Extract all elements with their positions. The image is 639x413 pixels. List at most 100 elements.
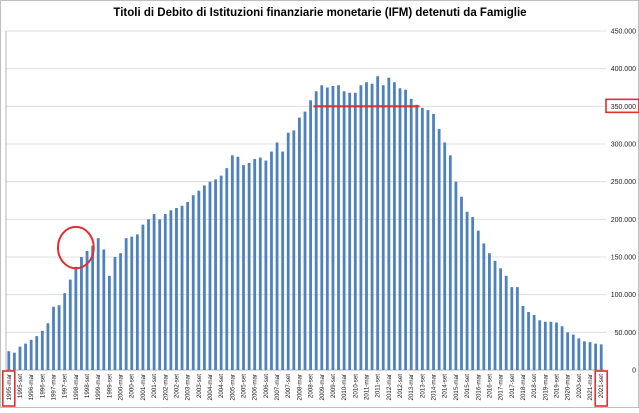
bar xyxy=(515,287,519,370)
bar xyxy=(420,107,424,370)
x-tick-label: 2017-mar xyxy=(498,374,505,400)
x-tick-label: 2021-mar xyxy=(587,374,594,400)
bar xyxy=(331,85,335,370)
bar xyxy=(46,323,50,370)
bar xyxy=(538,320,542,370)
bar xyxy=(35,336,39,370)
bar xyxy=(230,155,234,370)
chart-title: Titoli di Debito di Istituzioni finanzia… xyxy=(113,7,526,19)
bar xyxy=(286,132,290,370)
bar xyxy=(398,88,402,371)
y-tick-label: 300.000 xyxy=(611,142,636,149)
bar xyxy=(80,257,83,370)
bar xyxy=(7,351,11,370)
y-tick-label: 50.000 xyxy=(615,330,637,337)
bar xyxy=(303,111,307,371)
x-tick-label: 2007-mar xyxy=(274,374,281,400)
x-tick-label: 2008-mar xyxy=(296,374,303,400)
bar xyxy=(532,315,536,370)
x-tick-label: 2011-mar xyxy=(363,374,370,400)
bar xyxy=(175,208,178,370)
bar xyxy=(63,293,67,370)
bar xyxy=(314,91,318,371)
bar xyxy=(437,128,441,370)
bar xyxy=(119,253,122,370)
bar xyxy=(163,214,167,370)
bar xyxy=(309,100,312,370)
x-tick-label: 2018-set xyxy=(531,374,538,398)
annotation-ytick-box xyxy=(605,98,639,114)
x-tick-label: 2008-set xyxy=(308,374,315,398)
x-tick-label: 1998-mar xyxy=(73,374,80,400)
x-tick-label: 2015-set xyxy=(464,374,471,398)
bar xyxy=(549,321,553,370)
bar xyxy=(376,76,380,370)
bar xyxy=(460,196,463,370)
bar xyxy=(74,266,78,370)
bar xyxy=(68,279,72,370)
x-tick-label: 2014-mar xyxy=(431,374,438,400)
bar xyxy=(448,155,452,370)
bar xyxy=(337,85,340,371)
bar xyxy=(242,165,245,370)
y-tick-label: 0 xyxy=(632,368,636,375)
x-tick-label: 2013-set xyxy=(419,374,426,398)
bar xyxy=(113,257,117,370)
x-tick-label: 2021-set xyxy=(598,374,605,398)
bar xyxy=(180,205,184,370)
bar xyxy=(415,104,419,371)
bar xyxy=(214,179,217,370)
x-tick-label: 2015-mar xyxy=(453,374,460,400)
bar xyxy=(325,87,329,370)
bar xyxy=(292,130,296,370)
bar xyxy=(370,83,374,370)
x-tick-label: 2006-set xyxy=(263,374,270,398)
bar xyxy=(147,219,150,370)
y-tick-label: 350.000 xyxy=(611,104,636,111)
bar xyxy=(404,89,407,370)
bar xyxy=(270,151,273,370)
x-axis-ticks: 1995-mar 1995-set 1996-mar 1996-set 1997-mar… xyxy=(6,374,605,401)
x-tick-label: 1995-set xyxy=(17,374,24,398)
bar xyxy=(566,332,570,370)
x-tick-label: 2017-set xyxy=(509,374,516,398)
x-tick-label: 1999-mar xyxy=(95,374,102,400)
x-tick-label: 1995-mar xyxy=(6,374,13,400)
bar xyxy=(555,322,558,370)
bar xyxy=(264,160,268,370)
x-tick-label: 2005-set xyxy=(241,374,248,398)
annotation-xtick-box xyxy=(594,370,609,407)
bar xyxy=(482,243,486,370)
bar xyxy=(510,287,514,370)
bar xyxy=(130,236,134,370)
x-tick-label: 2019-set xyxy=(553,374,560,398)
bar xyxy=(298,117,301,370)
bar xyxy=(191,195,195,370)
bar xyxy=(91,245,95,370)
x-tick-label: 1997-set xyxy=(62,374,69,398)
annotation-ellipse xyxy=(56,225,95,270)
bar xyxy=(124,238,128,370)
x-tick-label: 2000-mar xyxy=(118,374,125,400)
bar xyxy=(571,334,575,370)
y-tick-label: 250.000 xyxy=(611,179,636,186)
x-tick-label: 2005-mar xyxy=(229,374,236,400)
bar xyxy=(521,305,525,370)
x-tick-label: 2003-set xyxy=(196,374,203,398)
bar xyxy=(443,142,447,370)
bar xyxy=(393,82,396,370)
x-tick-label: 2004-set xyxy=(218,374,225,398)
x-tick-label: 1998-set xyxy=(84,374,91,398)
x-tick-label: 2016-mar xyxy=(475,374,482,400)
annotations xyxy=(1,98,639,407)
bar xyxy=(40,330,44,370)
x-tick-label: 1999-set xyxy=(106,374,113,398)
x-tick-label: 2014-set xyxy=(442,374,449,398)
y-tick-label: 150.000 xyxy=(611,255,636,262)
bar xyxy=(107,275,111,370)
bar xyxy=(57,305,61,370)
bar xyxy=(454,181,458,370)
bar xyxy=(488,253,491,370)
bar xyxy=(135,234,139,370)
